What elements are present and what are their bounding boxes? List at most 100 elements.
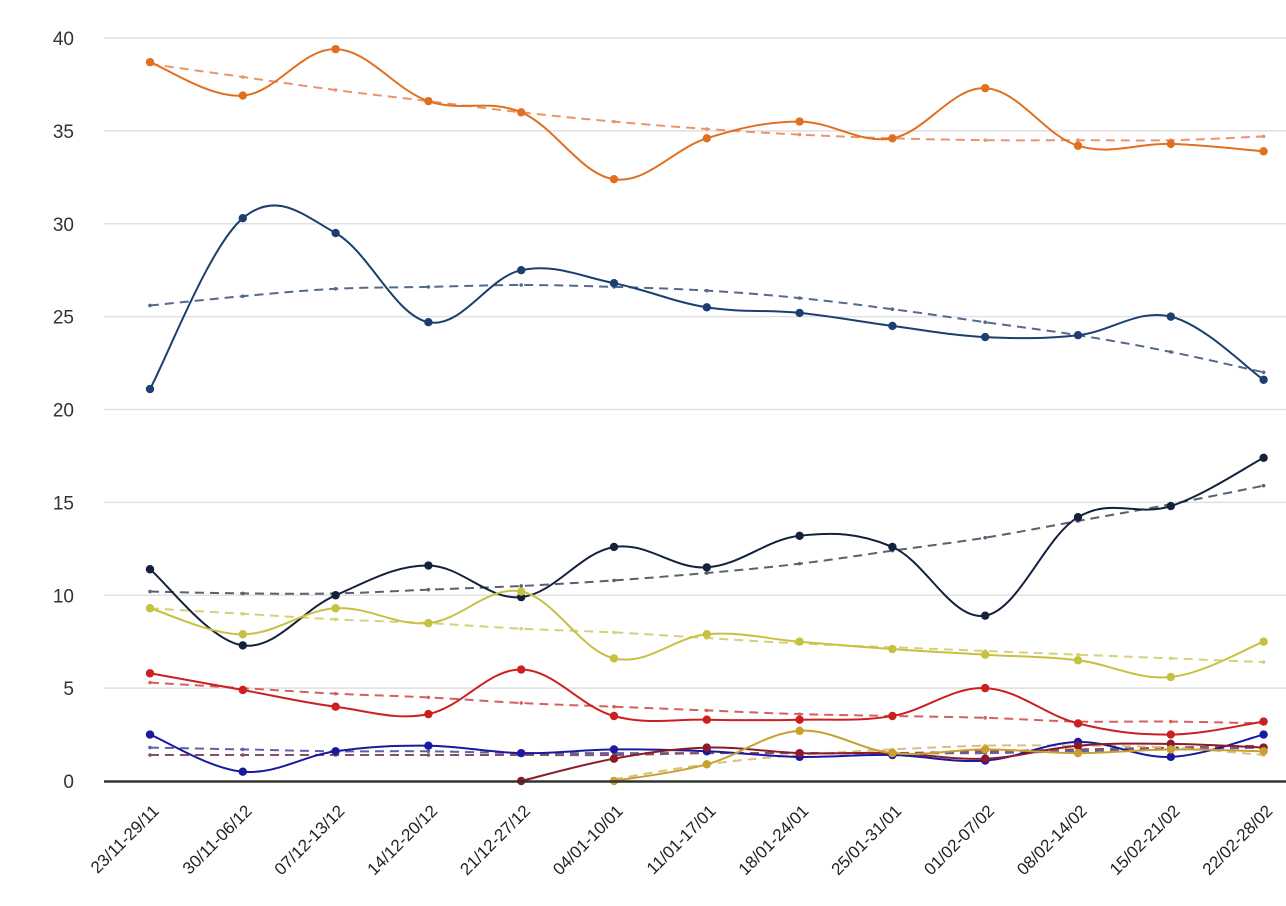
x-tick-label: 08/02-14/02 [1013, 801, 1091, 879]
x-tick-label: 11/01-17/01 [643, 801, 720, 878]
y-tick-label: 0 [63, 772, 74, 793]
series-5-point [888, 711, 897, 721]
series-5-point [795, 715, 804, 724]
series-3-trend-marker [519, 584, 523, 588]
series-7-trend-marker [148, 753, 152, 757]
series-1-point [145, 57, 155, 67]
series-3-point [888, 542, 897, 552]
x-tick-label: 15/02-21/02 [1106, 801, 1184, 879]
series-3-trend-marker [1261, 483, 1266, 488]
series-1-trend-marker [1076, 138, 1080, 142]
series-2-trend-marker [797, 296, 802, 300]
series-1-line [149, 48, 1264, 181]
series-2-point [1166, 312, 1176, 321]
series-6-point [331, 747, 340, 756]
series-6-trend-marker [426, 749, 431, 754]
series-4-trend-marker [519, 626, 523, 631]
series-6-point [1259, 730, 1268, 739]
series-2-trend-marker [519, 283, 523, 287]
series-2-line [149, 204, 1265, 390]
series-1-trend-marker [612, 119, 616, 124]
y-tick-label: 30 [53, 215, 74, 236]
series-2-trend-marker [148, 303, 152, 308]
series-6-point [424, 741, 433, 750]
series-1-point [424, 96, 433, 106]
series-2-trend-marker [705, 288, 709, 293]
series-4-point [331, 604, 340, 613]
series-3-point [702, 563, 711, 572]
x-tick-label: 07/12-13/12 [271, 801, 349, 879]
series-3-trend-marker [612, 578, 616, 583]
x-tick-label: 18/01-24/01 [735, 801, 813, 879]
series-4-trend-marker [333, 617, 338, 622]
series-4-point [795, 637, 804, 646]
series-5-trend-marker [612, 704, 616, 709]
y-tick-label: 5 [63, 679, 74, 700]
series-1-trend-marker [797, 132, 802, 137]
series-6-point [1166, 752, 1176, 762]
series-7-point [795, 748, 804, 758]
x-tick-label: 22/02-28/02 [1199, 801, 1277, 879]
series-lines [149, 48, 1265, 782]
series-1-trend-marker [705, 127, 709, 131]
series-3-point [238, 641, 247, 650]
series-1-point [1073, 141, 1083, 150]
series-3-trend-marker [705, 571, 709, 575]
x-tick-label: 14/12-20/12 [364, 801, 442, 879]
series-4-point [1073, 656, 1083, 665]
series-6-point [145, 730, 155, 739]
series-2-trend-marker [333, 286, 338, 291]
series-8-point [1166, 745, 1176, 754]
series-points [145, 44, 1268, 786]
series-2-trend-marker [1261, 370, 1266, 375]
series-8-point [1073, 748, 1083, 758]
series-7-trend-marker [426, 753, 431, 757]
x-tick-label: 30/11-06/12 [179, 801, 256, 878]
series-1-trend-marker [241, 75, 245, 79]
series-4-point [517, 587, 526, 596]
series-5-point [1259, 717, 1268, 726]
series-3-trend-marker [983, 535, 987, 540]
series-5-point [331, 702, 340, 711]
series-3-trend-marker [148, 589, 152, 594]
series-3-point [1073, 513, 1083, 522]
series-3-point [795, 531, 804, 541]
series-2-point [702, 303, 711, 312]
series-3-trend-marker [241, 591, 245, 596]
series-7-point [702, 743, 711, 752]
series-2-point [424, 317, 433, 327]
series-4-point [424, 618, 433, 628]
series-4-trend-marker [1261, 660, 1266, 664]
series-6-point [609, 745, 619, 754]
series-1-point [238, 91, 247, 100]
series-2-trend-marker [241, 294, 245, 298]
series-8-point [795, 726, 804, 736]
series-1-trend-marker [333, 88, 338, 92]
series-8-point [888, 748, 897, 758]
series-7-point [1073, 741, 1083, 750]
series-6-trend-marker [148, 745, 152, 750]
x-tick-label: 04/01-10/01 [549, 801, 627, 879]
series-1-trend-marker [983, 138, 987, 142]
series-2-point [609, 278, 619, 288]
series-4-point [609, 654, 619, 663]
series-5-point [238, 685, 247, 695]
series-3-point [609, 542, 619, 552]
series-4-point [145, 604, 155, 613]
series-1-point [517, 108, 526, 117]
series-8-line [613, 729, 1264, 782]
series-4-trend-marker [241, 612, 245, 616]
series-2-trendline [149, 283, 1264, 374]
x-tick-label: 25/01-31/01 [828, 801, 906, 879]
series-2-point [888, 321, 897, 331]
series-1-point [1259, 147, 1268, 156]
series-3-point [331, 591, 340, 600]
series-4-point [1166, 672, 1176, 682]
x-tick-label: 01/02-07/02 [920, 801, 998, 879]
series-1-point [795, 117, 804, 126]
series-5-trend-marker [983, 716, 987, 720]
series-5-point [1166, 730, 1176, 739]
series-5-point [517, 665, 526, 674]
series-7-point [981, 754, 990, 763]
